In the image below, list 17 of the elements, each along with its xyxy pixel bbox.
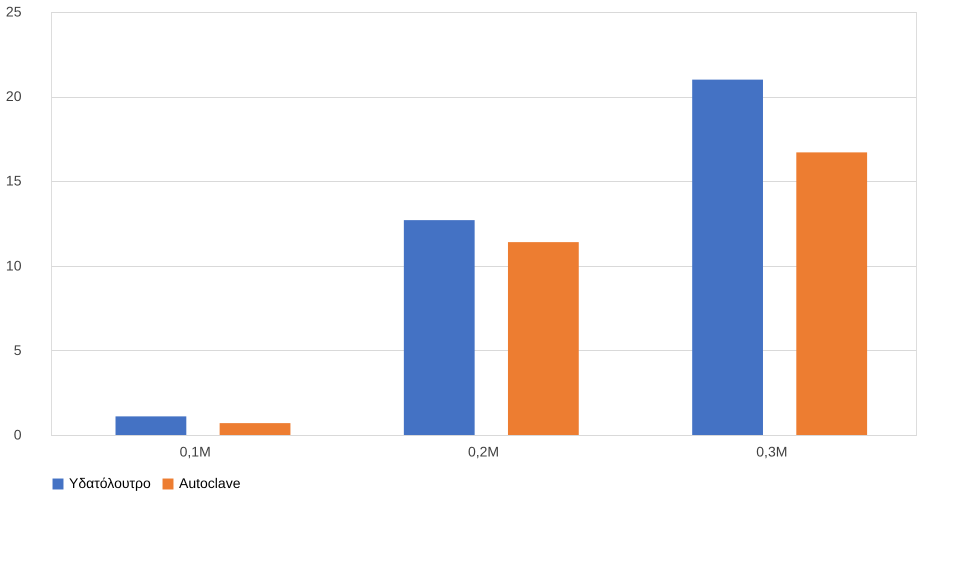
bar (508, 242, 579, 435)
bar (404, 220, 475, 435)
x-tick-label: 0,3M (756, 444, 788, 460)
x-tick-label: 0,2M (468, 444, 500, 460)
legend-label: Autoclave (179, 475, 241, 491)
y-tick-label: 0 (14, 426, 22, 442)
y-tick-label: 10 (6, 257, 22, 274)
y-tick-label: 5 (14, 342, 22, 358)
y-tick-label: 25 (6, 4, 22, 20)
legend-label: Υδατόλουτρο (69, 475, 151, 491)
bar (116, 416, 186, 435)
bar (796, 152, 868, 435)
bar (692, 80, 763, 435)
x-tick-label: 0,1M (180, 444, 211, 460)
y-tick-label: 15 (6, 172, 22, 189)
bar (220, 423, 290, 435)
y-tick-label: 20 (6, 88, 22, 104)
